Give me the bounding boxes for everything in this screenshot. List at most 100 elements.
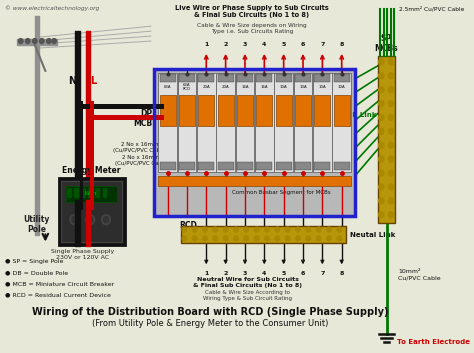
Text: L: L: [91, 76, 97, 86]
Text: 10mm²
Cu/PVC Cable: 10mm² Cu/PVC Cable: [398, 269, 441, 280]
Circle shape: [26, 38, 30, 43]
Text: Single Phase Supply
230V or 120V AC: Single Phase Supply 230V or 120V AC: [51, 250, 114, 260]
Circle shape: [275, 236, 280, 241]
Bar: [295, 95, 311, 126]
Circle shape: [203, 236, 207, 241]
Bar: [74, 188, 79, 198]
Bar: [255, 73, 273, 172]
Text: (From Utility Pole & Energy Meter to the Consumer Unit): (From Utility Pole & Energy Meter to the…: [91, 319, 328, 328]
Circle shape: [296, 227, 300, 232]
Bar: [181, 226, 346, 244]
Text: 20A: 20A: [202, 85, 210, 89]
Bar: [89, 188, 93, 198]
Text: RCD: RCD: [179, 221, 197, 230]
Circle shape: [40, 38, 44, 43]
Circle shape: [255, 236, 259, 241]
Bar: [276, 95, 292, 126]
Text: Energy Meter: Energy Meter: [62, 166, 120, 175]
Bar: [179, 74, 195, 82]
Bar: [198, 74, 214, 82]
Text: 10A: 10A: [319, 85, 326, 89]
Text: DP
MCB: DP MCB: [134, 109, 153, 128]
Bar: [82, 188, 86, 198]
Bar: [218, 95, 234, 126]
Circle shape: [265, 227, 269, 232]
Circle shape: [379, 156, 384, 162]
Bar: [197, 73, 216, 172]
Bar: [295, 74, 311, 82]
Bar: [276, 162, 292, 170]
Circle shape: [317, 236, 321, 241]
Bar: [334, 74, 350, 82]
Text: 8: 8: [339, 42, 344, 47]
Circle shape: [388, 156, 393, 162]
Circle shape: [388, 114, 393, 120]
Text: Neutral Wire for Sub Circuits
& Final Sub Circuits (No 1 to 8): Neutral Wire for Sub Circuits & Final Su…: [193, 277, 302, 288]
Circle shape: [86, 215, 95, 225]
Circle shape: [379, 59, 384, 65]
Text: 10A: 10A: [338, 85, 346, 89]
Bar: [158, 176, 351, 186]
Circle shape: [223, 227, 228, 232]
Circle shape: [52, 38, 56, 43]
Circle shape: [88, 217, 93, 223]
Text: 2: 2: [223, 271, 228, 276]
Circle shape: [213, 236, 218, 241]
Text: Cable & Wire Size depends on Wiring
Type i.e. Sub Circuits Rating: Cable & Wire Size depends on Wiring Type…: [197, 23, 307, 34]
Circle shape: [255, 227, 259, 232]
Bar: [314, 162, 330, 170]
Circle shape: [296, 236, 300, 241]
Circle shape: [275, 227, 280, 232]
Text: 6: 6: [301, 42, 305, 47]
Circle shape: [234, 236, 238, 241]
Circle shape: [388, 73, 393, 79]
Bar: [236, 73, 254, 172]
Text: 63A
RCD: 63A RCD: [183, 83, 191, 91]
Circle shape: [379, 114, 384, 120]
Text: N: N: [68, 76, 76, 86]
Text: 4: 4: [262, 42, 266, 47]
Bar: [274, 73, 293, 172]
Text: SP
MCBs: SP MCBs: [375, 34, 398, 53]
Circle shape: [379, 101, 384, 107]
Circle shape: [192, 236, 197, 241]
Text: 16A: 16A: [261, 85, 268, 89]
Circle shape: [379, 87, 384, 93]
Text: 1: 1: [204, 271, 209, 276]
Circle shape: [244, 236, 248, 241]
Text: Wiring of the Distribution Board with RCD (Single Phase Supply): Wiring of the Distribution Board with RC…: [32, 307, 388, 317]
Text: 2: 2: [223, 42, 228, 47]
Text: 2 No x 16mm²
(Cu/PVC/PVC Cable): 2 No x 16mm² (Cu/PVC/PVC Cable): [115, 155, 169, 166]
Text: 20A: 20A: [222, 85, 229, 89]
Circle shape: [388, 87, 393, 93]
Circle shape: [388, 212, 393, 218]
Circle shape: [234, 227, 238, 232]
Text: To Earth Electrode: To Earth Electrode: [397, 339, 470, 345]
Circle shape: [72, 217, 77, 223]
Text: ● SP = Single Pole: ● SP = Single Pole: [5, 259, 64, 264]
Circle shape: [182, 227, 186, 232]
Bar: [95, 188, 100, 198]
Text: Live Wire or Phase Supply to Sub Circuits
& Final Sub Circuits (No 1 to 8): Live Wire or Phase Supply to Sub Circuit…: [175, 5, 329, 18]
Circle shape: [18, 38, 23, 43]
Bar: [65, 186, 118, 202]
Circle shape: [379, 170, 384, 176]
Bar: [237, 74, 253, 82]
Bar: [179, 95, 195, 126]
Text: 7: 7: [320, 271, 325, 276]
Text: Utility
Pole: Utility Pole: [23, 215, 50, 234]
Text: 7: 7: [320, 42, 325, 47]
Circle shape: [388, 184, 393, 190]
Bar: [237, 162, 253, 170]
Text: ● DB = Double Pole: ● DB = Double Pole: [5, 270, 68, 275]
Circle shape: [379, 198, 384, 204]
Text: kWh: kWh: [85, 191, 97, 196]
Text: 5: 5: [282, 42, 286, 47]
Circle shape: [70, 215, 79, 225]
Bar: [295, 162, 311, 170]
Bar: [256, 95, 272, 126]
Circle shape: [203, 227, 207, 232]
Bar: [178, 73, 196, 172]
Circle shape: [388, 101, 393, 107]
Text: ● RCD = Residual Current Device: ● RCD = Residual Current Device: [5, 292, 111, 297]
